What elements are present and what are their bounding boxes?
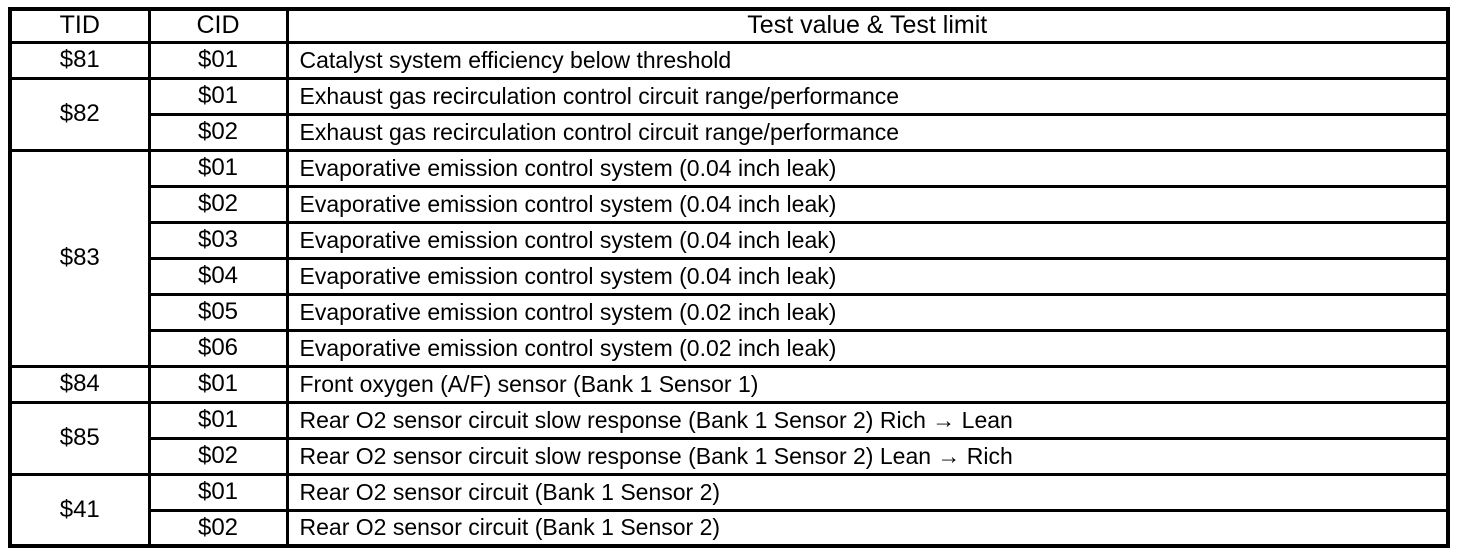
table-row: $85 $01 Rear O2 sensor circuit slow resp…: [8, 400, 1450, 476]
desc-cell: Catalyst system efficiency below thresho…: [285, 40, 1450, 80]
cid-cell: $04: [147, 256, 289, 296]
tid-cell: $85: [8, 400, 151, 476]
tid-cell: $82: [8, 76, 151, 152]
table-row: $02 Rear O2 sensor circuit (Bank 1 Senso…: [10, 508, 1450, 548]
desc-cell: Exhaust gas recirculation control circui…: [285, 76, 1450, 116]
desc-cell: Evaporative emission control system (0.0…: [285, 292, 1450, 332]
desc-cell: Rear O2 sensor circuit (Bank 1 Sensor 2): [285, 472, 1450, 512]
cid-cell: $02: [147, 508, 289, 548]
table-row: $05 Evaporative emission control system …: [10, 292, 1450, 332]
desc-cell: Evaporative emission control system (0.0…: [285, 256, 1450, 296]
cid-cell: $01: [147, 148, 289, 188]
desc-cell: Rear O2 sensor circuit (Bank 1 Sensor 2): [285, 508, 1450, 548]
cid-cell: $01: [147, 40, 289, 80]
cid-cell: $05: [147, 292, 289, 332]
col-header-cid: CID: [147, 7, 289, 44]
table-row: $02 Rear O2 sensor circuit slow response…: [10, 436, 1450, 476]
header-row: TID CID Test value & Test limit: [8, 7, 1450, 44]
cid-cell: $02: [147, 112, 289, 152]
table-row: $03 Evaporative emission control system …: [10, 220, 1450, 260]
tid-cid-test-table: TID CID Test value & Test limit $81 $01 …: [8, 7, 1450, 548]
cid-cell: $01: [147, 76, 289, 116]
cid-cell: $01: [147, 400, 289, 440]
table-row: $83 $01 Evaporative emission control sys…: [8, 148, 1450, 368]
desc-cell: Evaporative emission control system (0.0…: [285, 328, 1450, 368]
desc-cell: Rear O2 sensor circuit slow response (Ba…: [285, 436, 1450, 476]
table-row: $04 Evaporative emission control system …: [10, 256, 1450, 296]
table-row: $02 Exhaust gas recirculation control ci…: [10, 112, 1450, 152]
table-row: $02 Evaporative emission control system …: [10, 184, 1450, 224]
table-row: $81 $01 Catalyst system efficiency below…: [8, 40, 1450, 80]
table-row: $82 $01 Exhaust gas recirculation contro…: [8, 76, 1450, 152]
table-row: $41 $01 Rear O2 sensor circuit (Bank 1 S…: [8, 472, 1450, 548]
tid-cell: $41: [8, 472, 151, 548]
table-row: $84 $01 Front oxygen (A/F) sensor (Bank …: [8, 364, 1450, 404]
tid-cell: $84: [8, 364, 151, 404]
cid-cell: $01: [147, 364, 289, 404]
desc-cell: Rear O2 sensor circuit slow response (Ba…: [285, 400, 1450, 440]
cid-cell: $02: [147, 184, 289, 224]
col-header-test-value-limit: Test value & Test limit: [285, 7, 1450, 44]
desc-cell: Evaporative emission control system (0.0…: [285, 184, 1450, 224]
cid-cell: $02: [147, 436, 289, 476]
cid-cell: $01: [147, 472, 289, 512]
desc-cell: Exhaust gas recirculation control circui…: [285, 112, 1450, 152]
tid-cell: $81: [8, 40, 151, 80]
cid-cell: $03: [147, 220, 289, 260]
desc-cell: Evaporative emission control system (0.0…: [285, 148, 1450, 188]
table-row: $06 Evaporative emission control system …: [10, 328, 1450, 368]
cid-cell: $06: [147, 328, 289, 368]
desc-cell: Evaporative emission control system (0.0…: [285, 220, 1450, 260]
desc-cell: Front oxygen (A/F) sensor (Bank 1 Sensor…: [285, 364, 1450, 404]
tid-cell: $83: [8, 148, 151, 368]
col-header-tid: TID: [8, 7, 151, 44]
